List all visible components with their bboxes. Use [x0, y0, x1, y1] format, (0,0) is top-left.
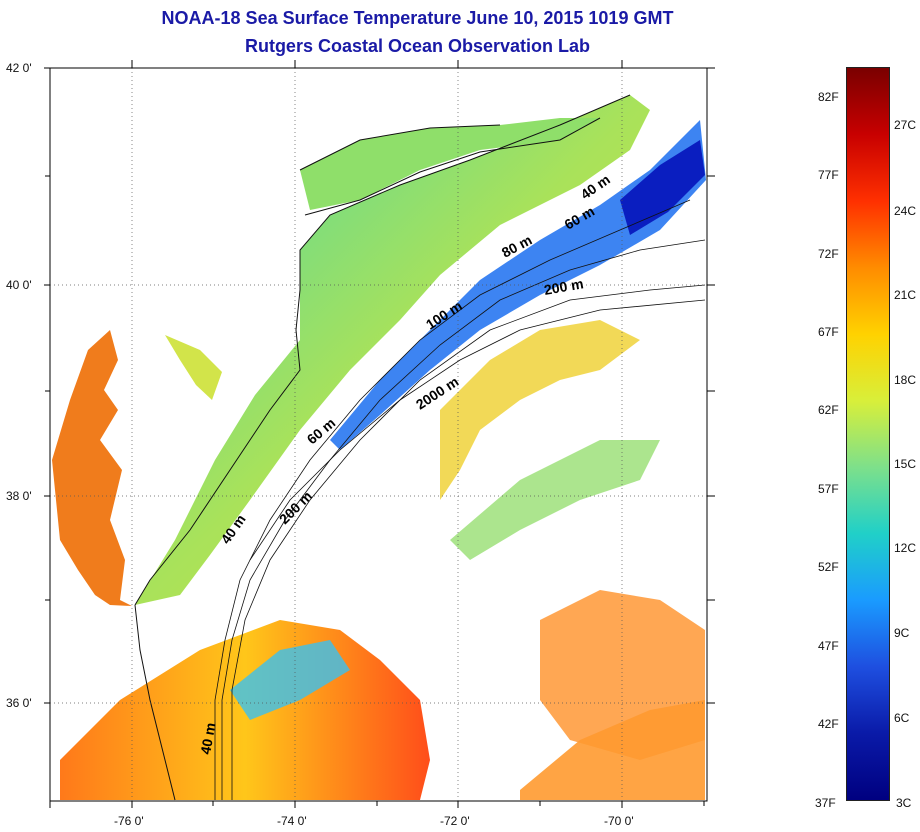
- lat-label: 36 0': [6, 696, 32, 710]
- lon-label: -74 0': [277, 814, 307, 828]
- colorbar-f-label: 77F: [818, 168, 839, 182]
- offshore-filament-2: [450, 440, 660, 560]
- shelf-water: [135, 95, 650, 605]
- colorbar-c-label: 9C: [894, 626, 910, 640]
- temperature-colorbar: [846, 67, 890, 801]
- long-island-sound: [300, 118, 600, 210]
- colorbar-c-label: 27C: [894, 118, 917, 132]
- colorbar-c-label: 21C: [894, 288, 917, 302]
- long-island-outline: [299, 117, 601, 216]
- frame-ticks: [44, 60, 715, 808]
- colorbar-f-label: 57F: [818, 482, 839, 496]
- colorbar-f-label: 72F: [818, 247, 839, 261]
- contour-label: 200 m: [543, 275, 585, 298]
- offshore-filament-1: [440, 320, 640, 500]
- colorbar-c-label: 3C: [896, 796, 912, 810]
- lat-label: 40 0': [6, 278, 32, 292]
- lat-label: 38 0': [6, 489, 32, 503]
- colorbar-c-label: 15C: [894, 457, 917, 471]
- delaware-bay: [165, 335, 222, 400]
- colorbar-f-label: 47F: [818, 639, 839, 653]
- colorbar-c-label: 12C: [894, 541, 917, 555]
- colorbar-f-label: 42F: [818, 717, 839, 731]
- lon-label: -70 0': [604, 814, 634, 828]
- chesapeake-bay: [52, 330, 132, 606]
- map-title: NOAA-18 Sea Surface Temperature June 10,…: [161, 8, 674, 28]
- colorbar-c-label: 24C: [894, 204, 917, 218]
- gulf-stream-southeast: [520, 700, 705, 800]
- colorbar-f-label: 62F: [818, 403, 839, 417]
- colorbar-c-label: 18C: [894, 373, 917, 387]
- colorbar-f-label: 52F: [818, 560, 839, 574]
- contour-label: 40 m: [197, 721, 218, 755]
- colorbar-f-label: 67F: [818, 325, 839, 339]
- lon-label: -72 0': [440, 814, 470, 828]
- colorbar-f-label: 37F: [815, 796, 836, 810]
- cool-patch-south: [230, 640, 350, 720]
- cold-core: [620, 140, 705, 235]
- bathymetry-contours: [214, 199, 706, 800]
- graticule: [50, 68, 707, 801]
- colorbar-c-label: 6C: [894, 711, 910, 725]
- map-subtitle: Rutgers Coastal Ocean Observation Lab: [244, 36, 591, 56]
- lon-label: -76 0': [114, 814, 144, 828]
- colorbar-f-label: 82F: [818, 90, 839, 104]
- lat-label: 42 0': [6, 61, 32, 75]
